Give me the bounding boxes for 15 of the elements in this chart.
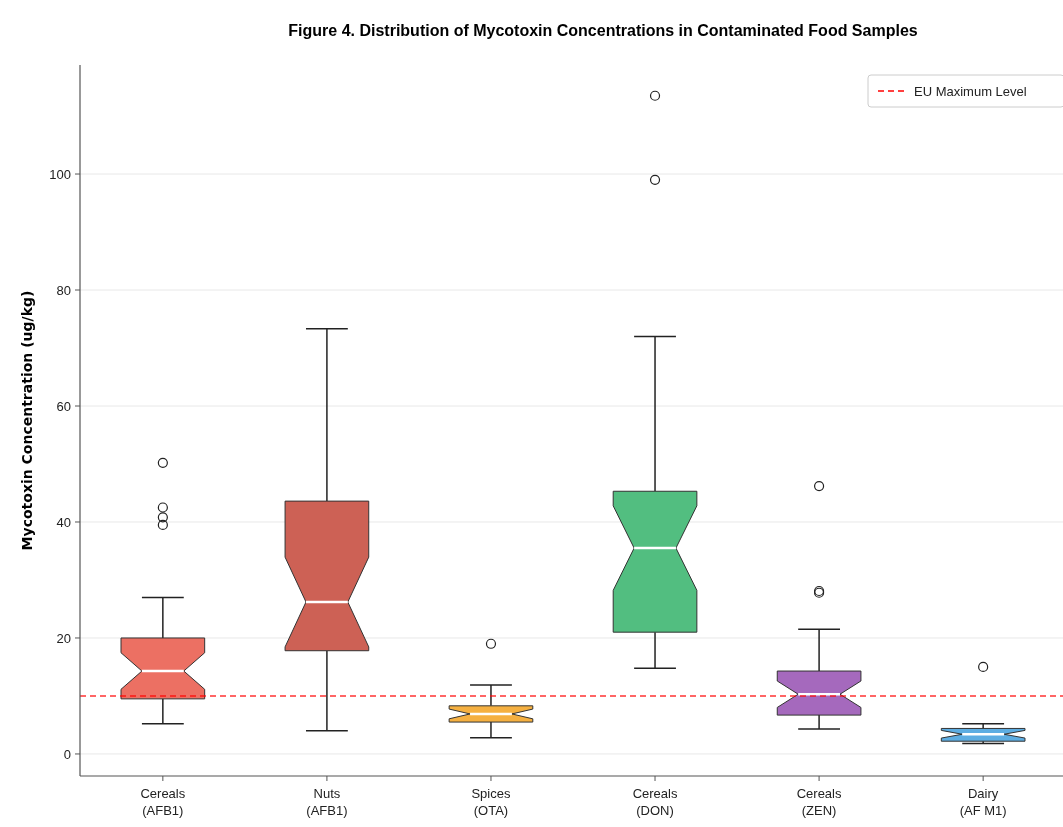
y-tick-label: 60: [56, 398, 71, 414]
y-tick-label: 40: [56, 514, 71, 530]
y-tick-label: 20: [56, 630, 71, 646]
y-tick-label: 80: [56, 282, 71, 298]
x-tick-label: Cereals (AFB1): [140, 786, 186, 818]
x-tick-label: Nuts (AFB1): [306, 786, 348, 818]
legend-label: EU Maximum Level: [914, 83, 1027, 99]
y-tick-label: 0: [63, 746, 71, 762]
y-axis-title: Mycotoxin Concentration (ug/kg): [19, 290, 35, 551]
x-tick-label: Dairy (AF M1): [959, 786, 1007, 818]
chart-title: Figure 4. Distribution of Mycotoxin Concentrations in Contaminated Food Samples: [288, 22, 918, 39]
x-tick-label: Cereals (ZEN): [796, 786, 842, 818]
x-tick-label: Spices (OTA): [471, 786, 511, 818]
x-tick-label: Cereals (DON): [632, 786, 678, 818]
y-tick-label: 100: [49, 166, 71, 182]
